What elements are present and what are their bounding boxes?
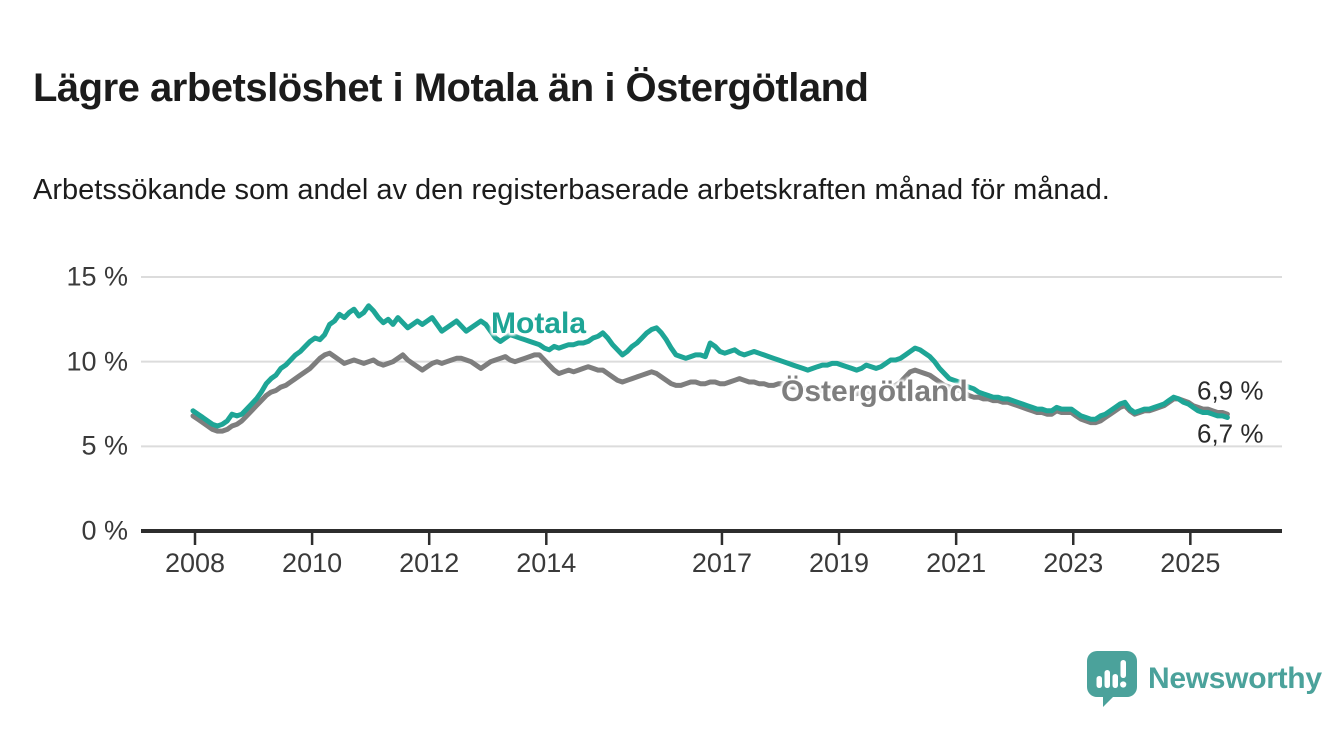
x-axis-tick-label: 2021 <box>926 548 987 578</box>
end-value-label-motala: 6,7 % <box>1197 418 1264 449</box>
x-axis-tick-label: 2025 <box>1160 548 1221 578</box>
y-axis-tick-label: 0 % <box>81 515 128 546</box>
chart-series <box>190 303 1230 434</box>
newsworthy-logo: Newsworthy <box>1087 651 1322 707</box>
newsworthy-logo-icon <box>1087 651 1137 707</box>
series-label-motala: Motala <box>491 307 587 340</box>
y-axis-tick-label: 15 % <box>66 261 128 292</box>
x-axis-tick-label: 2012 <box>399 548 460 578</box>
newsworthy-logo-text: Newsworthy <box>1148 662 1322 695</box>
end-value-label-ostergotland: 6,9 % <box>1197 375 1264 406</box>
x-axis-tick-label: 2014 <box>516 548 577 578</box>
y-axis-tick-label: 5 % <box>81 430 128 461</box>
x-axis <box>141 529 1282 545</box>
x-axis-tick-label: 2023 <box>1043 548 1104 578</box>
x-axis-tick-label: 2008 <box>164 548 226 578</box>
x-axis-tick-label: 2010 <box>282 548 343 578</box>
gridlines <box>141 276 1282 448</box>
page-title: Lägre arbetslöshet i Motala än i Östergö… <box>33 65 869 110</box>
x-axis-tick-label: 2019 <box>809 548 870 578</box>
y-axis-tick-label: 10 % <box>66 346 128 377</box>
chart-subtitle: Arbetssökande som andel av den registerb… <box>33 174 1110 206</box>
series-label-ostergotland: Östergötland <box>781 375 968 408</box>
x-axis-tick-label: 2017 <box>691 548 752 578</box>
